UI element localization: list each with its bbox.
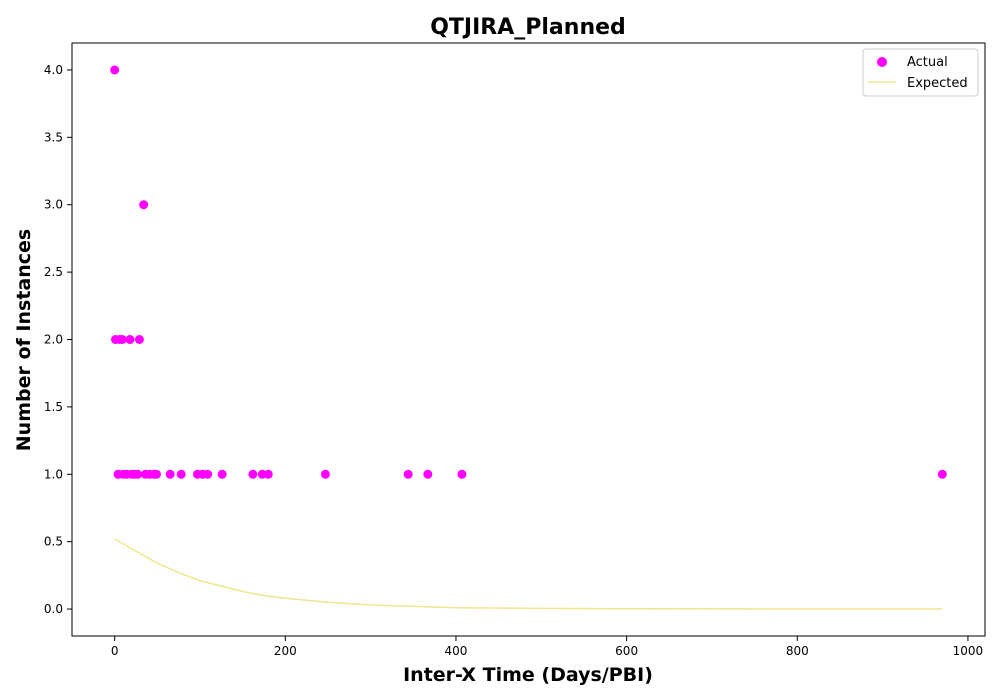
y-tick-label: 2.0 — [44, 333, 63, 347]
actual-point — [217, 469, 227, 479]
x-axis-label: Inter-X Time (Days/PBI) — [403, 664, 653, 686]
y-axis-label: Number of Instances — [13, 229, 35, 451]
actual-point — [165, 469, 175, 479]
y-tick-label: 0.5 — [44, 535, 63, 549]
y-tick-label: 2.5 — [44, 265, 63, 279]
chart-title: QTJIRA_Planned — [430, 15, 626, 40]
expected-line — [114, 538, 943, 610]
y-tick-label: 0.0 — [44, 602, 63, 616]
actual-point — [134, 335, 144, 344]
legend-actual-marker — [877, 57, 887, 67]
expected-series — [114, 538, 943, 610]
actual-point — [423, 469, 433, 479]
actual-point — [176, 469, 186, 479]
actual-point — [133, 469, 143, 479]
actual-point — [248, 469, 258, 479]
actual-point — [457, 469, 467, 479]
actual-point — [203, 469, 213, 479]
actual-point — [403, 469, 413, 479]
actual-point — [937, 469, 947, 479]
legend-box — [862, 48, 979, 97]
legend-expected-label: Expected — [907, 76, 968, 91]
actual-point — [125, 335, 135, 344]
y-tick-label: 4.0 — [44, 63, 63, 77]
x-axis: 0 200 400 600 800 1000 — [111, 636, 983, 658]
actual-point — [117, 335, 127, 344]
legend: Actual Expected — [862, 48, 979, 97]
x-tick-label: 200 — [274, 644, 297, 658]
x-tick-label: 0 — [111, 644, 119, 658]
actual-point — [263, 469, 273, 479]
x-tick-label: 1000 — [953, 644, 984, 658]
actual-point — [110, 65, 120, 75]
y-tick-label: 1.5 — [44, 400, 63, 414]
x-tick-label: 600 — [615, 644, 638, 658]
x-tick-label: 400 — [445, 644, 468, 658]
y-tick-label: 3.5 — [44, 130, 63, 144]
legend-actual-label: Actual — [907, 55, 948, 70]
actual-point — [320, 469, 330, 479]
y-tick-label: 3.0 — [44, 198, 63, 212]
y-tick-label: 1.0 — [44, 467, 63, 481]
actual-series — [110, 65, 947, 479]
actual-point — [151, 469, 161, 479]
actual-point — [139, 200, 149, 210]
x-tick-label: 800 — [786, 644, 809, 658]
y-axis: 0.0 0.5 1.0 1.5 2.0 2.5 3.0 3.5 4.0 — [44, 63, 72, 616]
